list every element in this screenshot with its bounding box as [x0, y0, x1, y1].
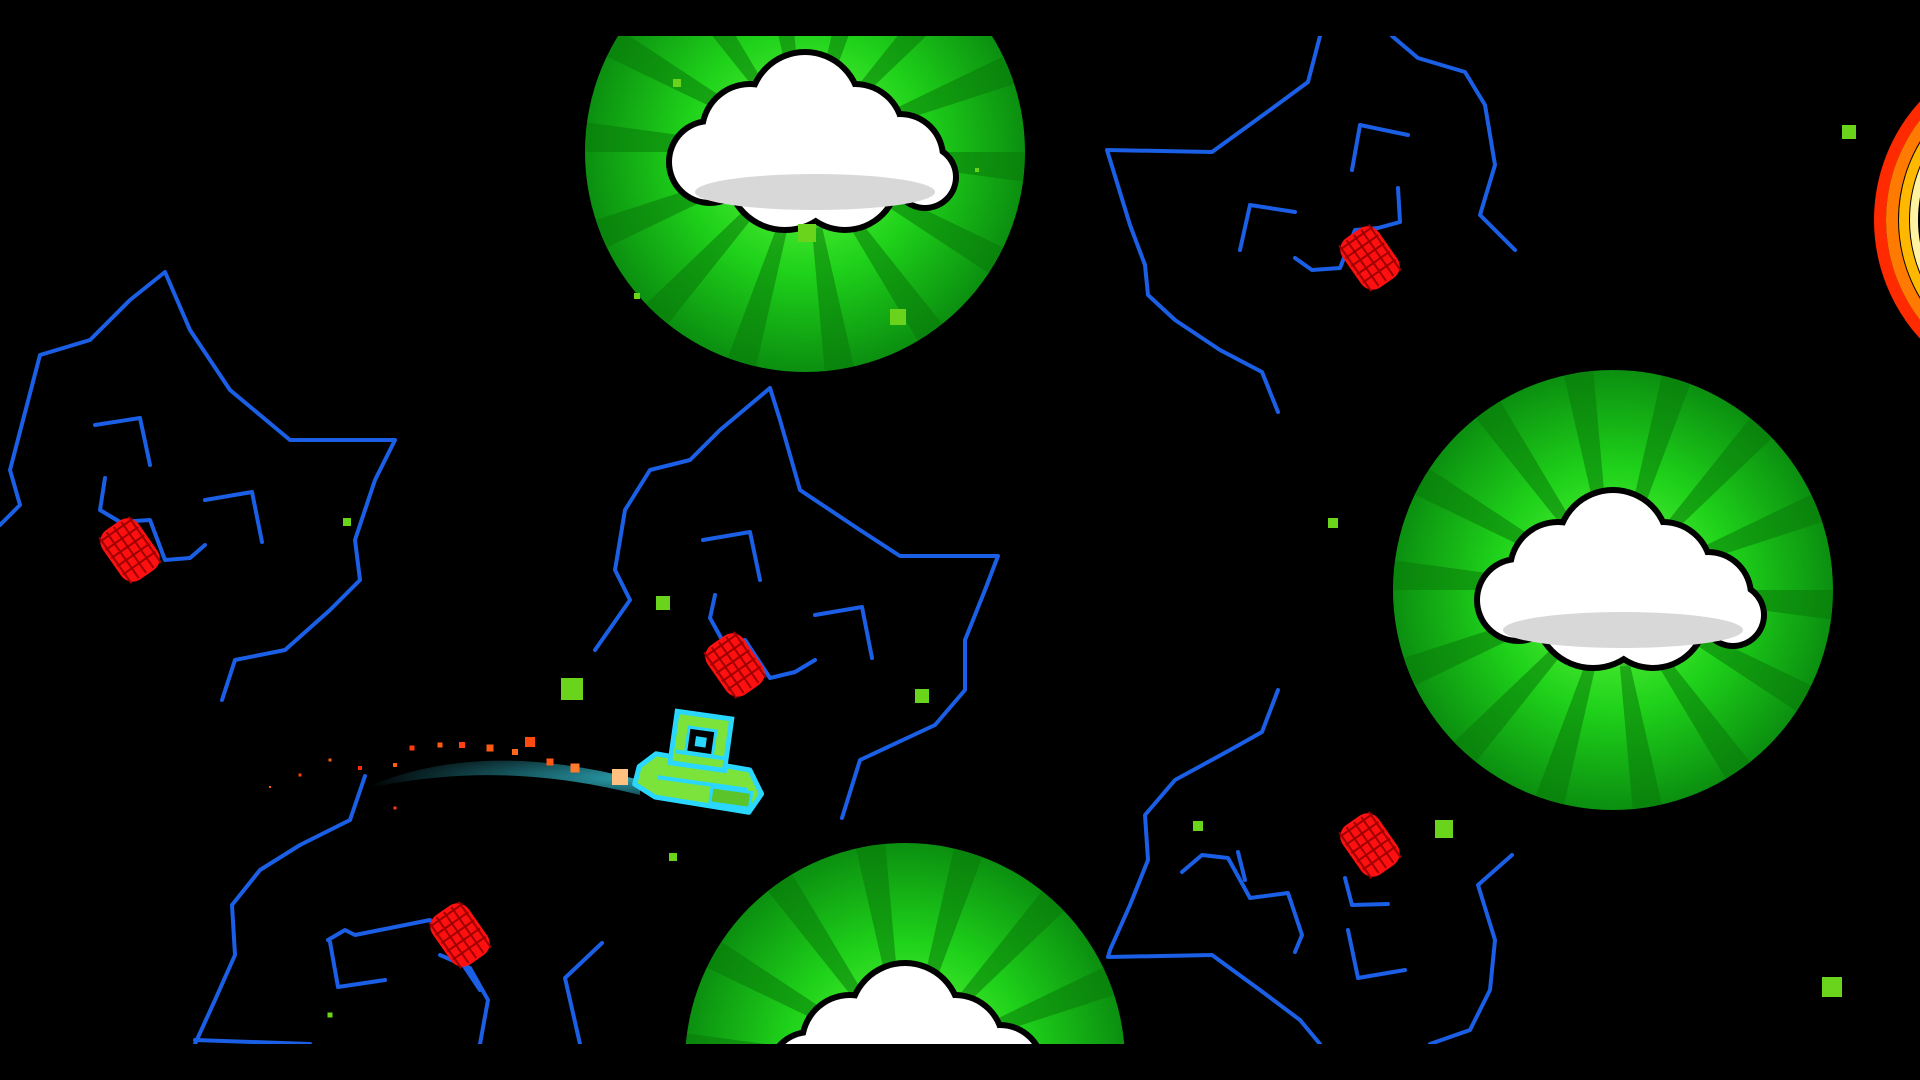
wire-line	[593, 386, 772, 652]
wire-line	[0, 270, 397, 702]
wire-line	[193, 774, 367, 1044]
ship-trail	[360, 760, 640, 795]
wire-line	[701, 530, 762, 582]
trail-particle	[393, 763, 397, 767]
green-particle	[656, 596, 670, 610]
wire-line	[203, 490, 264, 544]
wire-line	[328, 940, 387, 989]
trail-particle	[437, 742, 443, 748]
trail-particle	[486, 744, 494, 752]
trail-particle	[393, 806, 397, 810]
green-particle	[1328, 518, 1338, 528]
trail-particle	[269, 786, 271, 788]
wire-line	[1343, 876, 1390, 907]
green-particle	[798, 224, 816, 242]
hazard-layer	[98, 224, 1402, 969]
spike-blob-icon	[1338, 224, 1402, 292]
trail-particle	[298, 773, 302, 777]
spike-blob-icon	[1338, 811, 1402, 879]
spike-blob-icon	[428, 901, 492, 969]
wire-line	[1293, 186, 1402, 272]
green-particle	[327, 1012, 333, 1018]
wire-line	[1105, 36, 1322, 414]
trail-particle	[546, 758, 554, 766]
cloud-icon	[666, 49, 959, 233]
wire-line	[1350, 123, 1410, 172]
green-particle	[634, 293, 640, 299]
green-particle	[890, 309, 906, 325]
green-particle	[1435, 820, 1453, 838]
green-particle	[669, 853, 677, 861]
trail-particle	[328, 758, 332, 762]
cloud-orb-icon	[585, 36, 1025, 372]
wire-structures	[0, 36, 1517, 1044]
wire-line	[1390, 36, 1517, 252]
portal-ring-icon	[1874, 101, 1920, 339]
wire-line	[1346, 928, 1407, 980]
spike-blob-icon	[703, 631, 767, 699]
spike-blob-icon	[98, 516, 162, 584]
orb-layer	[585, 36, 1833, 1044]
wire-line	[768, 386, 1000, 820]
particle-layer	[327, 79, 1856, 1018]
trail-particle	[358, 766, 362, 770]
wire-line	[193, 1038, 312, 1044]
cloud-orb-icon	[685, 843, 1125, 1044]
green-particle	[673, 79, 681, 87]
wire-line	[1180, 853, 1304, 954]
letterbox-bottom	[0, 1044, 1920, 1080]
letterbox-top	[0, 0, 1920, 36]
wire-line	[93, 416, 152, 467]
player-ship	[269, 708, 765, 815]
trail-particle	[570, 763, 580, 773]
wire-line	[1428, 853, 1514, 1044]
green-particle	[1842, 125, 1856, 139]
trail-particle	[409, 745, 415, 751]
ship-icon	[632, 708, 765, 815]
trail-particle	[612, 769, 628, 785]
green-particle	[561, 678, 583, 700]
trail-particle	[459, 742, 465, 748]
green-particle	[915, 689, 929, 703]
green-particle	[343, 518, 351, 526]
green-particle	[1822, 977, 1842, 997]
wire-line	[98, 476, 207, 562]
wire-line	[1236, 850, 1247, 882]
wire-line	[563, 941, 604, 1044]
green-particle	[975, 168, 979, 172]
cloud-orb-icon	[1393, 370, 1833, 810]
green-particle	[1193, 821, 1203, 831]
wire-line	[1238, 203, 1297, 252]
cloud-icon	[776, 960, 1040, 1044]
trail-particle	[525, 737, 535, 747]
wire-line	[813, 605, 874, 660]
trail-particles	[269, 737, 628, 810]
wire-line	[708, 593, 817, 680]
wire-line	[1106, 688, 1322, 1044]
trail-particle	[512, 749, 518, 755]
cloud-icon	[1474, 487, 1767, 671]
